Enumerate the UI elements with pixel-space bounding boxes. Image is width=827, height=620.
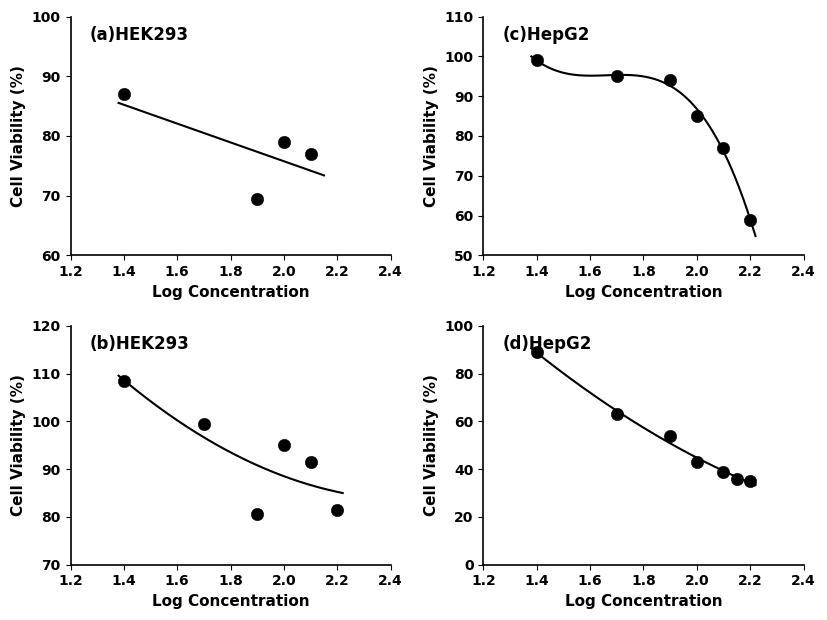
Point <box>277 137 290 147</box>
Point <box>530 347 543 357</box>
Point <box>691 457 704 467</box>
Point <box>251 193 264 203</box>
Point <box>730 474 743 484</box>
Y-axis label: Cell Viability (%): Cell Viability (%) <box>424 374 439 516</box>
X-axis label: Log Concentration: Log Concentration <box>152 594 309 609</box>
Point <box>691 111 704 121</box>
X-axis label: Log Concentration: Log Concentration <box>152 285 309 299</box>
Text: (d)HepG2: (d)HepG2 <box>503 335 592 353</box>
Point <box>304 149 318 159</box>
Point <box>304 457 318 467</box>
Y-axis label: Cell Viability (%): Cell Viability (%) <box>12 65 26 207</box>
Text: (a)HEK293: (a)HEK293 <box>89 26 189 44</box>
X-axis label: Log Concentration: Log Concentration <box>565 594 722 609</box>
Point <box>117 376 131 386</box>
Point <box>331 505 344 515</box>
Point <box>610 71 624 81</box>
Point <box>663 75 676 85</box>
X-axis label: Log Concentration: Log Concentration <box>565 285 722 299</box>
Point <box>610 409 624 419</box>
Text: (b)HEK293: (b)HEK293 <box>89 335 189 353</box>
Text: (c)HepG2: (c)HepG2 <box>503 26 590 44</box>
Point <box>251 510 264 520</box>
Point <box>277 440 290 450</box>
Y-axis label: Cell Viability (%): Cell Viability (%) <box>11 374 26 516</box>
Point <box>117 89 131 99</box>
Point <box>530 55 543 65</box>
Point <box>743 476 757 486</box>
Point <box>663 431 676 441</box>
Point <box>198 419 211 429</box>
Point <box>743 215 757 224</box>
Point <box>717 467 730 477</box>
Y-axis label: Cell Viability (%): Cell Viability (%) <box>424 65 439 207</box>
Point <box>717 143 730 153</box>
